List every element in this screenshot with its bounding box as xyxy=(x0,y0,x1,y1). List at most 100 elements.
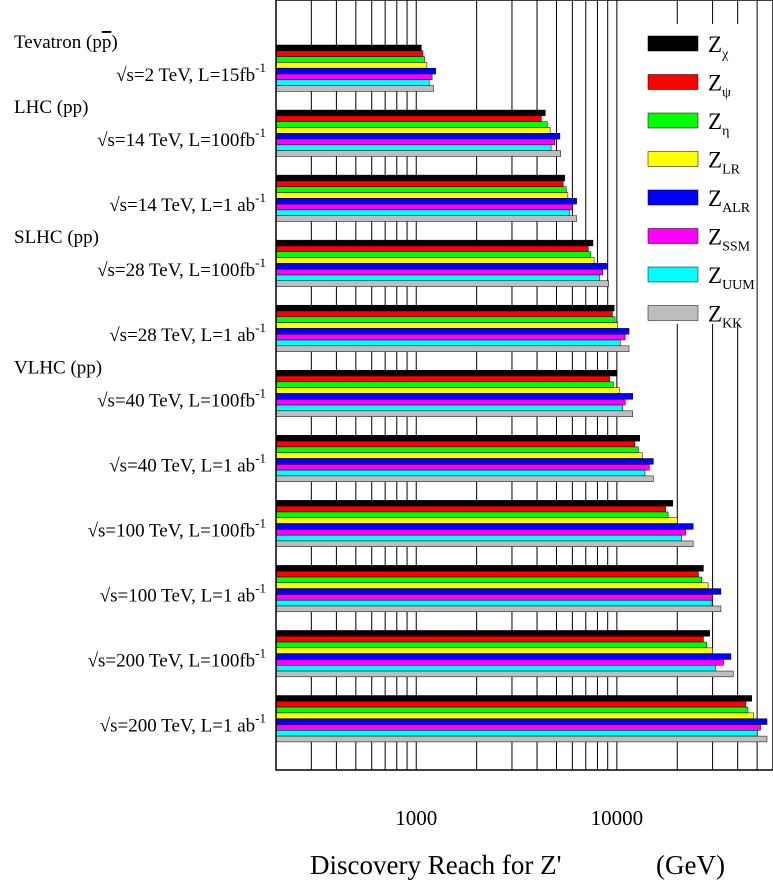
bar xyxy=(275,647,713,654)
legend-swatch xyxy=(647,228,699,244)
legend-entry: ZSSM xyxy=(708,225,751,255)
legend-name: Z xyxy=(708,148,722,173)
config-text: √s=40 TeV, L=100fb xyxy=(97,390,255,411)
bar xyxy=(275,605,722,613)
bar xyxy=(275,701,747,708)
bar xyxy=(275,599,712,607)
bar xyxy=(275,730,758,737)
bar xyxy=(275,268,603,276)
config-exponent: -1 xyxy=(255,125,266,140)
bar xyxy=(275,670,734,678)
bar xyxy=(275,653,732,660)
bar xyxy=(275,263,608,270)
bar xyxy=(275,452,643,459)
bar xyxy=(275,523,694,530)
bar xyxy=(275,150,561,157)
collider-config-label: √s=200 TeV, L=1 ab-1 xyxy=(100,711,266,737)
bar xyxy=(275,540,694,548)
bar xyxy=(275,251,591,258)
legend-swatch xyxy=(647,74,699,90)
bar xyxy=(275,209,570,216)
machine-label: Tevatron (pp) xyxy=(14,32,118,53)
legend-subscript: UUM xyxy=(722,278,755,293)
bar xyxy=(275,62,428,69)
bar xyxy=(275,133,561,140)
machine-name: LHC (pp) xyxy=(14,97,88,118)
legend-entry: Zχ xyxy=(708,32,729,62)
bar xyxy=(275,138,555,146)
bar xyxy=(275,458,654,465)
bar xyxy=(275,399,626,406)
bar xyxy=(275,630,710,637)
bar xyxy=(275,511,669,519)
bar xyxy=(275,500,674,507)
bar xyxy=(275,304,615,312)
collider-config-label: √s=14 TeV, L=100fb-1 xyxy=(97,125,266,151)
bar xyxy=(275,735,768,743)
bar xyxy=(275,215,577,222)
bar xyxy=(275,393,634,400)
plot-frame xyxy=(275,0,773,771)
legend-entry: ZKK xyxy=(708,302,742,332)
config-exponent: -1 xyxy=(255,450,266,465)
bar xyxy=(275,174,566,182)
bar xyxy=(275,310,613,318)
bar xyxy=(275,144,552,151)
legend-entry: ZLR xyxy=(708,148,741,178)
legend-swatch xyxy=(647,151,699,167)
collider-config-label: √s=100 TeV, L=100fb-1 xyxy=(88,515,266,541)
legend-swatch xyxy=(647,189,699,206)
bar xyxy=(275,370,618,377)
legend-name: Z xyxy=(708,109,722,134)
bar xyxy=(275,469,646,477)
antiproton-symbol: p xyxy=(102,32,112,53)
bar xyxy=(275,73,433,81)
legend-swatch xyxy=(647,266,699,283)
config-text: √s=28 TeV, L=1 ab xyxy=(109,325,255,346)
legend-swatch xyxy=(647,35,699,52)
config-exponent: -1 xyxy=(255,580,266,595)
legend-name: Z xyxy=(708,302,722,327)
bar xyxy=(275,475,654,482)
bar xyxy=(275,381,614,388)
bar xyxy=(275,410,634,417)
config-exponent: -1 xyxy=(255,515,266,530)
bar xyxy=(275,529,686,536)
legend-subscript: χ xyxy=(721,47,729,62)
config-exponent: -1 xyxy=(255,255,266,270)
bar xyxy=(275,127,551,134)
bar xyxy=(275,659,724,666)
collider-config-label: √s=40 TeV, L=100fb-1 xyxy=(97,385,266,411)
bar xyxy=(275,404,624,412)
bar xyxy=(275,245,589,252)
legend-entry: ZALR xyxy=(708,186,751,216)
bar xyxy=(275,718,768,725)
legend-subscript: LR xyxy=(722,163,741,178)
bar xyxy=(275,440,636,448)
legend-name: Z xyxy=(708,32,722,57)
bar xyxy=(275,464,650,471)
bar xyxy=(275,435,640,442)
bar xyxy=(275,257,595,264)
bar xyxy=(275,186,567,193)
bar xyxy=(275,570,699,578)
config-text: √s=14 TeV, L=100fb xyxy=(97,130,255,151)
bar xyxy=(275,594,713,601)
legend-entry: Zη xyxy=(708,109,729,139)
x-tick-labels: 1000 10000 xyxy=(395,806,643,830)
config-text: √s=200 TeV, L=1 ab xyxy=(100,716,255,737)
config-exponent: -1 xyxy=(255,60,266,75)
x-tick-label: 10000 xyxy=(591,806,644,830)
bar xyxy=(275,328,630,335)
config-text: √s=2 TeV, L=15fb xyxy=(116,65,255,86)
bar xyxy=(275,50,424,57)
collider-config-label: √s=40 TeV, L=1 ab-1 xyxy=(109,450,266,476)
bar xyxy=(275,79,430,86)
bar xyxy=(275,712,754,719)
bar xyxy=(275,517,678,524)
x-tick-label: 1000 xyxy=(395,806,437,830)
config-text: √s=100 TeV, L=100fb xyxy=(88,520,256,541)
bar xyxy=(275,582,709,589)
bar xyxy=(275,505,666,513)
